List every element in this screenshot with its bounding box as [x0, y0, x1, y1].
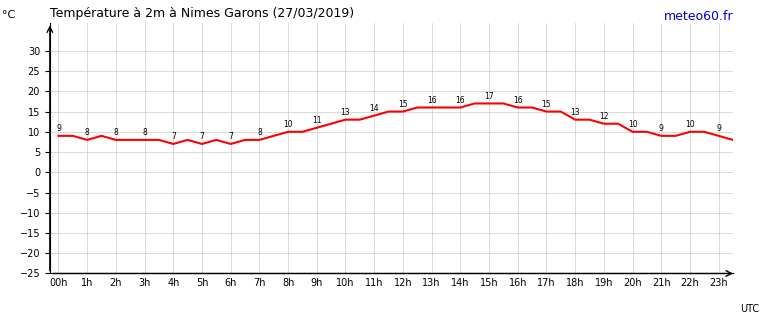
Text: 13: 13 [571, 108, 580, 117]
Text: 16: 16 [455, 96, 465, 105]
Text: 16: 16 [513, 96, 522, 105]
Text: 17: 17 [484, 92, 494, 100]
Text: 10: 10 [628, 120, 637, 129]
Text: 12: 12 [599, 112, 609, 121]
Text: 15: 15 [398, 100, 408, 109]
Text: 8: 8 [257, 128, 262, 137]
Text: 13: 13 [340, 108, 350, 117]
Text: 9: 9 [659, 124, 664, 133]
Text: 9: 9 [716, 124, 721, 133]
Text: Température à 2m à Nimes Garons (27/03/2019): Température à 2m à Nimes Garons (27/03/2… [50, 7, 354, 20]
Text: 8: 8 [142, 128, 147, 137]
Text: 14: 14 [369, 104, 379, 113]
Text: 11: 11 [312, 116, 321, 125]
Text: 8: 8 [85, 128, 90, 137]
Text: 15: 15 [542, 100, 552, 109]
Text: meteo60.fr: meteo60.fr [663, 10, 733, 23]
Text: 9: 9 [56, 124, 61, 133]
Text: 10: 10 [685, 120, 695, 129]
Text: UTC: UTC [740, 304, 759, 314]
Text: 8: 8 [113, 128, 119, 137]
Text: 7: 7 [228, 132, 233, 141]
Text: °C: °C [2, 10, 15, 20]
Text: 16: 16 [427, 96, 436, 105]
Text: 7: 7 [200, 132, 204, 141]
Text: 10: 10 [283, 120, 293, 129]
Text: 7: 7 [171, 132, 176, 141]
